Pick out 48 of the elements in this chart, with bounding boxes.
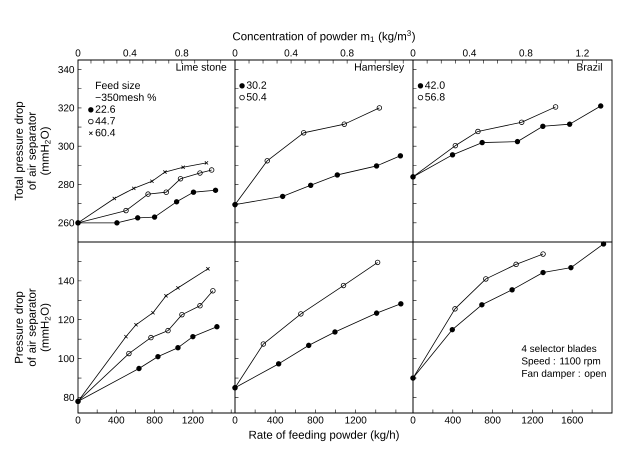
chart-title: Brazil [577,63,602,71]
x-axis-title: Concentration of powder m$_{1}$ (kg/m$^{3}$) [233,30,415,43]
x-tick-label: 0 [76,49,80,56]
x-tick-label: 0 [76,416,80,424]
chart-title: Lime stone [176,63,226,71]
legend-label: 50.4 [246,93,266,101]
legend-label: 60.4 [96,128,116,136]
x-tick-label: 400 [108,416,124,424]
legend-label: 44.7 [95,117,115,124]
y-tick-label: 320 [58,104,74,112]
annotation: Fan damper : open [522,370,606,379]
x-tick-label: 800 [484,416,501,424]
y-tick-label: 100 [58,355,74,362]
x-tick-label: 0.4 [462,49,476,56]
x-tick-label: 1200 [345,416,366,424]
x-axis-title: Rate of feeding powder (kg/h) [249,430,399,442]
x-tick-label: 0 [410,49,416,56]
x-tick-label: 0 [410,416,416,424]
x-tick-label: 0 [232,49,238,56]
y-tick-label: 80 [64,394,74,401]
legend-title: Feed size −350mesh % [96,81,156,102]
annotation: Speed : 1100 rpm [522,357,600,366]
x-tick-label: 1200 [522,416,544,424]
x-tick-label: 1.2 [576,50,589,56]
x-tick-label: 0.8 [175,49,188,56]
x-tick-label: 800 [146,416,163,424]
x-tick-label: 0 [232,416,238,424]
legend-label: 22.6 [96,105,116,113]
x-tick-label: 800 [308,416,324,424]
x-tick-label: 1200 [182,416,204,424]
x-tick-label: 0.4 [123,49,137,56]
legend-label: 42.0 [424,81,445,89]
y-tick-label: 140 [58,277,74,284]
x-tick-label: 400 [444,416,461,424]
chart-title: Hamersley [355,63,404,73]
legend-label: 30.2 [246,81,266,89]
y-tick-label: 300 [58,142,74,150]
x-tick-label: 400 [267,416,284,424]
x-tick-label: 0.8 [340,49,354,56]
x-tick-label: 0.4 [284,49,298,56]
annotation: 4 selector blades [522,344,596,352]
y-tick-label: 340 [58,66,74,74]
y-tick-label: 260 [58,219,74,226]
x-tick-label: 0.8 [519,49,532,56]
x-tick-label: 1600 [562,416,583,424]
y-tick-label: 120 [58,316,74,324]
legend-label: 56.8 [425,93,445,101]
y-tick-label: 280 [58,181,74,188]
